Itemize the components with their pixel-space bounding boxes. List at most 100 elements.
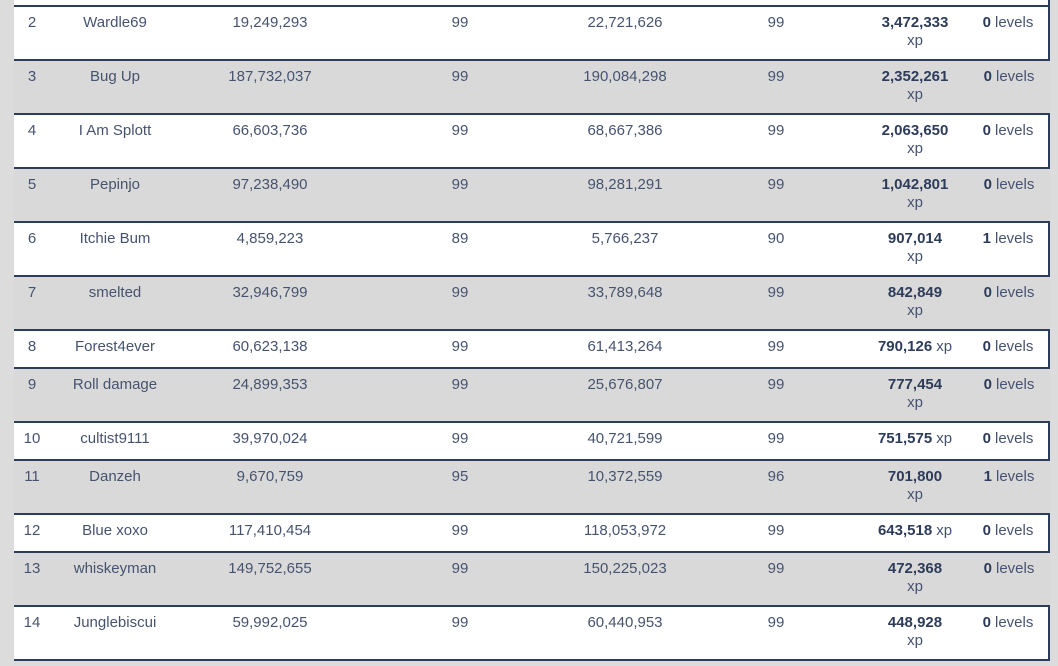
gained-xp-cell: 751,575 xp bbox=[862, 423, 968, 448]
gained-levels-value: 0 bbox=[982, 14, 991, 31]
end-level-cell: 90 bbox=[767, 230, 785, 247]
gained-levels-cell: 1 levels bbox=[968, 461, 1050, 486]
player-name[interactable]: I Am Splott bbox=[78, 122, 152, 139]
levels-unit-label: levels bbox=[994, 430, 1034, 447]
gained-xp-cell: 2,063,650 xp bbox=[862, 115, 968, 158]
table-row: 10 cultist9111 39,970,024 99 40,721,599 … bbox=[14, 423, 1050, 461]
end-level-cell: 99 bbox=[767, 338, 785, 355]
start-xp-cell: 117,410,454 bbox=[228, 522, 312, 539]
end-xp-cell: 22,721,626 bbox=[587, 14, 663, 31]
gained-levels-value: 0 bbox=[982, 522, 991, 539]
xp-unit-label: xp bbox=[907, 578, 923, 595]
player-name[interactable]: smelted bbox=[88, 284, 142, 301]
start-level-cell: 99 bbox=[451, 522, 469, 539]
table-row: 2 Wardle69 19,249,293 99 22,721,626 99 3… bbox=[14, 7, 1050, 61]
xp-unit-label: xp bbox=[936, 338, 953, 355]
player-name[interactable]: Roll damage bbox=[72, 376, 158, 393]
player-name[interactable]: cultist9111 bbox=[80, 430, 150, 447]
table-row: 6 Itchie Bum 4,859,223 89 5,766,237 90 9… bbox=[14, 223, 1050, 277]
xp-unit-label: xp bbox=[907, 302, 923, 319]
gained-levels-value: 0 bbox=[982, 614, 991, 631]
player-name[interactable]: Blue xoxo bbox=[82, 522, 148, 539]
gained-levels-value: 0 bbox=[983, 560, 992, 577]
rank-cell: 14 bbox=[23, 614, 41, 631]
start-xp-cell: 60,623,138 bbox=[232, 338, 308, 355]
levels-unit-label: levels bbox=[995, 176, 1035, 193]
end-level-cell: 99 bbox=[767, 68, 785, 85]
gained-xp-cell: 842,849 xp bbox=[862, 277, 968, 320]
gained-xp-value: 701,800 bbox=[887, 468, 943, 485]
end-level-cell: 99 bbox=[767, 284, 785, 301]
rank-cell: 5 bbox=[27, 176, 37, 193]
xp-unit-label: xp bbox=[907, 194, 923, 211]
end-xp-cell: 98,281,291 bbox=[587, 176, 663, 193]
table-row: 9 Roll damage 24,899,353 99 25,676,807 9… bbox=[14, 369, 1050, 423]
start-level-cell: 95 bbox=[451, 468, 469, 485]
gained-levels-value: 0 bbox=[983, 176, 992, 193]
gained-levels-value: 0 bbox=[983, 68, 992, 85]
player-name[interactable]: Bug Up bbox=[89, 68, 141, 85]
rank-cell: 3 bbox=[27, 68, 37, 85]
start-level-cell: 99 bbox=[451, 176, 469, 193]
end-xp-cell: 61,413,264 bbox=[587, 338, 663, 355]
start-xp-cell: 32,946,799 bbox=[232, 284, 308, 301]
rank-cell: 2 bbox=[27, 14, 37, 31]
gained-xp-value: 790,126 bbox=[877, 338, 933, 355]
levels-unit-label: levels bbox=[995, 284, 1035, 301]
rank-cell: 7 bbox=[27, 284, 37, 301]
start-xp-cell: 24,899,353 bbox=[232, 376, 308, 393]
gained-levels-value: 0 bbox=[982, 122, 991, 139]
table-row: 5 Pepinjo 97,238,490 99 98,281,291 99 1,… bbox=[14, 169, 1050, 223]
end-level-cell: 99 bbox=[767, 176, 785, 193]
xp-unit-label: xp bbox=[907, 394, 923, 411]
rank-cell: 11 bbox=[24, 468, 40, 485]
end-xp-cell: 5,766,237 bbox=[591, 230, 659, 247]
start-xp-cell: 59,992,025 bbox=[232, 614, 308, 631]
gained-xp-value: 1,042,801 bbox=[881, 176, 949, 193]
levels-unit-label: levels bbox=[994, 122, 1034, 139]
xp-unit-label: xp bbox=[936, 522, 953, 539]
gained-xp-cell: 907,014 xp bbox=[862, 223, 968, 266]
gained-levels-cell: 0 levels bbox=[968, 553, 1050, 578]
table-row: 14 Junglebiscui 59,992,025 99 60,440,953… bbox=[14, 607, 1050, 661]
player-name[interactable]: Forest4ever bbox=[74, 338, 156, 355]
gained-xp-cell: 790,126 xp bbox=[862, 331, 968, 356]
rank-cell: 10 bbox=[23, 430, 41, 447]
xp-unit-label: xp bbox=[907, 486, 923, 503]
start-xp-cell: 39,970,024 bbox=[232, 430, 308, 447]
gained-xp-value: 751,575 bbox=[877, 430, 933, 447]
player-name[interactable]: Junglebiscui bbox=[73, 614, 157, 631]
gained-xp-value: 2,063,650 bbox=[881, 122, 949, 139]
player-name[interactable]: Pepinjo bbox=[89, 176, 141, 193]
gained-xp-value: 3,472,333 bbox=[881, 14, 949, 31]
start-level-cell: 99 bbox=[451, 284, 469, 301]
player-name[interactable]: Danzeh bbox=[89, 468, 141, 485]
start-level-cell: 99 bbox=[451, 14, 469, 31]
player-name[interactable]: whiskeyman bbox=[73, 560, 157, 577]
gained-levels-cell: 0 levels bbox=[968, 7, 1048, 32]
rank-cell: 9 bbox=[27, 376, 37, 393]
gained-levels-cell: 0 levels bbox=[968, 607, 1048, 632]
player-name[interactable]: Wardle69 bbox=[83, 14, 147, 31]
gained-levels-value: 1 bbox=[983, 468, 992, 485]
table-row: 13 whiskeyman 149,752,655 99 150,225,023… bbox=[14, 553, 1050, 607]
gained-levels-cell: 0 levels bbox=[968, 423, 1048, 448]
end-level-cell: 99 bbox=[767, 376, 785, 393]
end-level-cell: 99 bbox=[767, 122, 785, 139]
gained-xp-cell: 472,368 xp bbox=[862, 553, 968, 596]
table-row: 3 Bug Up 187,732,037 99 190,084,298 99 2… bbox=[14, 61, 1050, 115]
levels-unit-label: levels bbox=[994, 14, 1034, 31]
player-name[interactable]: Itchie Bum bbox=[79, 230, 151, 247]
end-xp-cell: 150,225,023 bbox=[583, 560, 667, 577]
start-level-cell: 99 bbox=[451, 68, 469, 85]
levels-unit-label: levels bbox=[994, 522, 1034, 539]
gained-levels-value: 1 bbox=[982, 230, 991, 247]
xp-unit-label: xp bbox=[907, 248, 923, 265]
start-xp-cell: 97,238,490 bbox=[232, 176, 308, 193]
gained-levels-cell: 0 levels bbox=[968, 169, 1050, 194]
start-level-cell: 89 bbox=[451, 230, 469, 247]
levels-unit-label: levels bbox=[995, 68, 1035, 85]
gained-xp-value: 2,352,261 bbox=[881, 68, 949, 85]
gained-levels-value: 0 bbox=[983, 284, 992, 301]
